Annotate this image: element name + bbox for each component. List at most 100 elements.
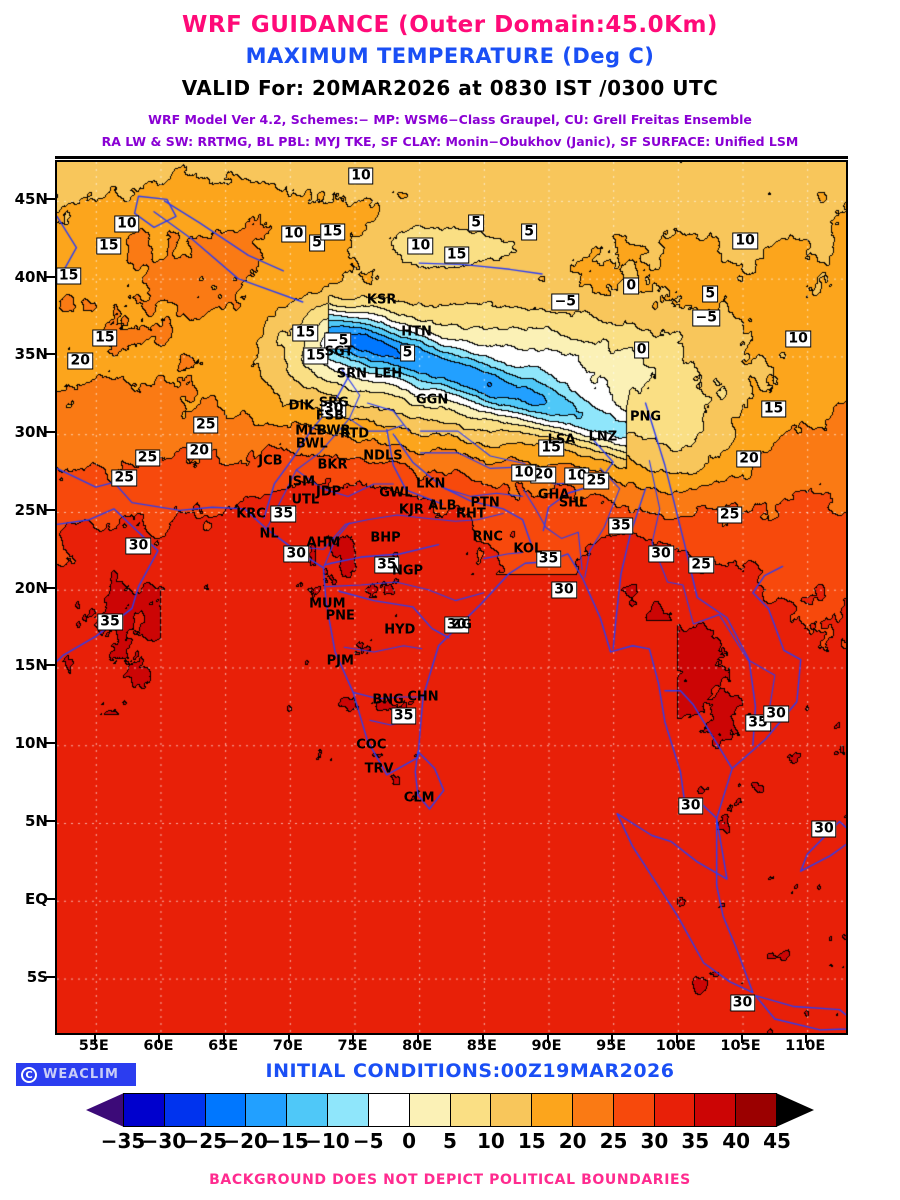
city-label: LEH bbox=[374, 366, 403, 382]
colorbar-tick: −20 bbox=[223, 1129, 268, 1153]
colorbar-segment[interactable] bbox=[246, 1094, 288, 1126]
city-label: RNC bbox=[472, 529, 503, 545]
city-label: HYD bbox=[384, 622, 416, 638]
colorbar-tick: 45 bbox=[763, 1129, 791, 1153]
contour-value-label: 10 bbox=[114, 215, 140, 233]
colorbar-tick: −10 bbox=[305, 1129, 350, 1153]
city-label: CHN bbox=[407, 689, 439, 705]
colorbar-tick: −5 bbox=[352, 1129, 384, 1153]
colorbar-tick: 40 bbox=[722, 1129, 751, 1153]
colorbar-segment[interactable] bbox=[328, 1094, 369, 1126]
contour-value-label: 15 bbox=[443, 246, 470, 264]
contour-value-label: 10 bbox=[732, 232, 758, 250]
colorbar-segment[interactable] bbox=[532, 1094, 573, 1126]
model-schemes-line-2: RA LW & SW: RRTMG, BL PBL: MYJ TKE, SF C… bbox=[101, 134, 799, 149]
colorbar-segments[interactable] bbox=[123, 1093, 777, 1127]
colorbar-segment[interactable] bbox=[368, 1094, 410, 1126]
contour-value-label: 30 bbox=[729, 994, 756, 1012]
city-label: JCB bbox=[258, 453, 283, 469]
city-label: PNG bbox=[629, 409, 662, 425]
colorbar-segment[interactable] bbox=[409, 1094, 451, 1126]
city-label: JSM bbox=[287, 474, 316, 490]
valid-time: VALID For: 20MAR2026 at 0830 IST /0300 U… bbox=[181, 76, 719, 100]
contour-value-label: 10 bbox=[280, 225, 307, 243]
colorbar-tick: −15 bbox=[264, 1129, 309, 1153]
lat-tick-label: 30N bbox=[14, 423, 48, 442]
lon-tick-mark bbox=[417, 1035, 420, 1043]
contour-value-label: 20 bbox=[530, 466, 557, 484]
colorbar-over-cap bbox=[776, 1093, 814, 1127]
city-label: KOL bbox=[513, 541, 543, 557]
contour-value-label: 35 bbox=[97, 613, 123, 631]
city-label: BKR bbox=[317, 457, 348, 473]
city-label: HTN bbox=[401, 324, 432, 340]
lon-tick-label: 80E bbox=[402, 1038, 433, 1054]
contour-value-label: 5 bbox=[702, 285, 719, 303]
contour-value-label: 15 bbox=[319, 223, 346, 241]
initial-conditions-label: INITIAL CONDITIONS:00Z19MAR2026 bbox=[265, 1060, 675, 1082]
colorbar-segment[interactable] bbox=[736, 1094, 776, 1126]
contour-value-label: 10 bbox=[564, 467, 590, 485]
colorbar[interactable] bbox=[86, 1093, 814, 1127]
colorbar-segment[interactable] bbox=[491, 1094, 533, 1126]
city-label: CLM bbox=[403, 790, 435, 806]
colorbar-segment[interactable] bbox=[450, 1094, 492, 1126]
city-label: MLT bbox=[295, 423, 324, 439]
copyright-icon: C bbox=[21, 1066, 37, 1083]
colorbar-tick: 25 bbox=[599, 1129, 628, 1153]
lat-tick-mark bbox=[46, 353, 55, 356]
colorbar-segment[interactable] bbox=[695, 1094, 737, 1126]
header-divider bbox=[55, 156, 848, 159]
lat-tick-mark bbox=[46, 197, 55, 200]
city-label: PTN bbox=[470, 495, 500, 511]
colorbar-segment[interactable] bbox=[124, 1094, 165, 1126]
city-label: TRV bbox=[364, 761, 394, 777]
lon-tick-mark bbox=[740, 1035, 743, 1043]
contour-value-label: 35 bbox=[374, 556, 400, 574]
city-label: ZG bbox=[451, 617, 472, 633]
lon-tick-mark bbox=[93, 1035, 96, 1043]
city-label: NL bbox=[259, 526, 279, 542]
lat-tick-label: 45N bbox=[14, 189, 48, 208]
city-label: UTL bbox=[291, 492, 320, 507]
city-label: KJR bbox=[398, 502, 424, 518]
colorbar-segment[interactable] bbox=[572, 1094, 614, 1126]
contour-value-label: 30 bbox=[125, 537, 152, 555]
colorbar-tick: 20 bbox=[558, 1129, 587, 1153]
contour-value-label: 5 bbox=[399, 344, 416, 362]
contour-value-label: 15 bbox=[302, 347, 329, 365]
lon-tick-mark bbox=[611, 1035, 614, 1043]
lat-tick-mark bbox=[46, 508, 55, 511]
contour-value-label: 10 bbox=[348, 167, 374, 185]
colorbar-segment[interactable] bbox=[613, 1094, 655, 1126]
colorbar-segment[interactable] bbox=[287, 1094, 329, 1126]
contour-value-label: 15 bbox=[95, 237, 122, 255]
colorbar-segment[interactable] bbox=[654, 1094, 696, 1126]
lat-tick-label: 10N bbox=[14, 734, 48, 753]
city-label: SHL bbox=[558, 495, 588, 511]
lon-tick-mark bbox=[675, 1035, 678, 1043]
lon-tick-mark bbox=[481, 1035, 484, 1043]
contour-value-label: 5 bbox=[521, 223, 537, 241]
colorbar-under-cap bbox=[86, 1093, 124, 1127]
contour-value-label: 30 bbox=[443, 616, 470, 634]
contour-value-label: 25 bbox=[111, 469, 137, 487]
colorbar-segment[interactable] bbox=[205, 1094, 247, 1126]
lon-tick-mark bbox=[158, 1035, 161, 1043]
contour-value-label: 25 bbox=[134, 449, 161, 467]
city-label: RHT bbox=[456, 506, 486, 521]
temperature-map[interactable]: 10 10 10 5 15 15 15 5 5 10 15 10 0 5 −5 −5 10 15 20 15 −5 15 5… bbox=[55, 160, 848, 1035]
contour-value-label: 5 bbox=[468, 214, 484, 232]
colorbar-tick: 35 bbox=[681, 1129, 710, 1153]
contour-value-label: 10 bbox=[407, 237, 434, 255]
lon-tick-label: 55E bbox=[78, 1038, 109, 1054]
lat-tick-label: 15N bbox=[14, 656, 48, 675]
colorbar-segment[interactable] bbox=[164, 1094, 206, 1126]
lat-tick-mark bbox=[46, 275, 55, 278]
city-label: PNE bbox=[325, 608, 355, 624]
colorbar-tick-labels: −35 −30 −25 −20 −15 −10 −5 0 5 10 15 20 25 30 35 40 45 bbox=[86, 1129, 814, 1155]
city-label: AHM bbox=[306, 535, 341, 551]
city-label: LKN bbox=[416, 476, 446, 492]
contour-value-label: 15 bbox=[292, 324, 319, 342]
contour-value-label: 35 bbox=[270, 505, 297, 522]
